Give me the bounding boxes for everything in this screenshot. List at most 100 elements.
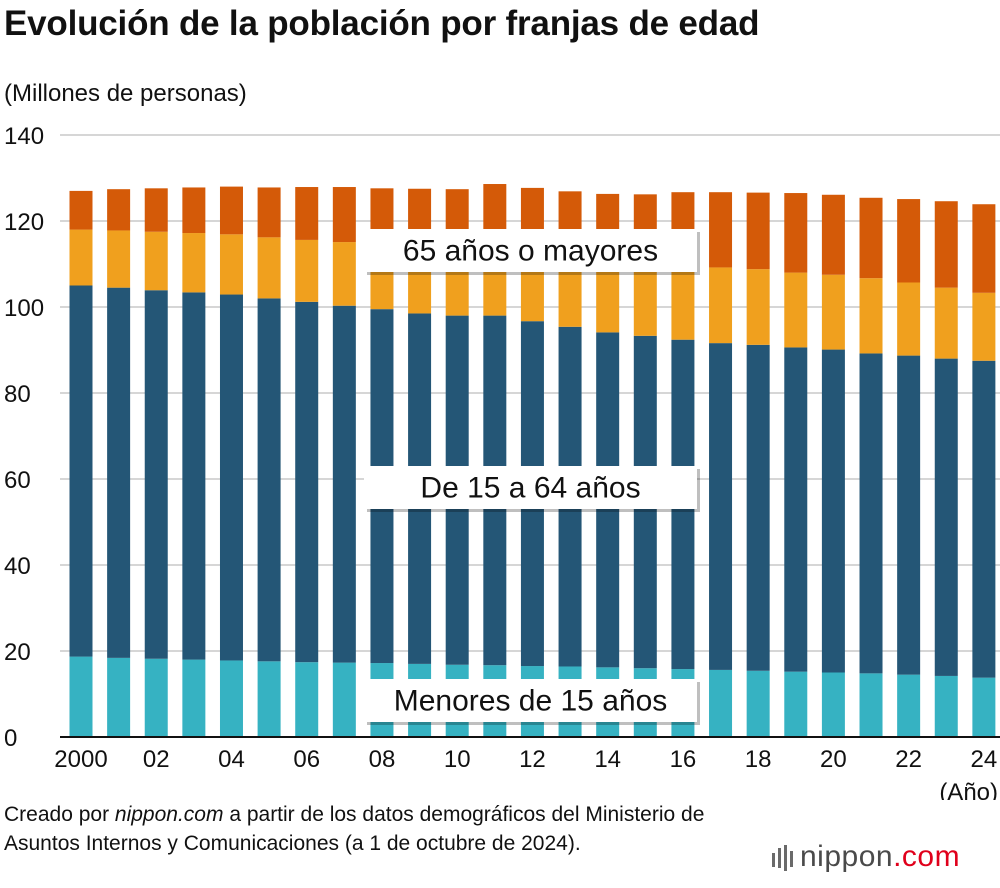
- y-tick-label: 40: [4, 553, 31, 580]
- bar-segment: [558, 258, 582, 327]
- bar-segment: [182, 233, 206, 293]
- bar-segment: [746, 344, 770, 671]
- bar-segment: [633, 264, 657, 336]
- bar-segment: [746, 269, 770, 345]
- x-tick-label: 04: [218, 746, 245, 773]
- bar-segment: [746, 670, 770, 737]
- x-tick-label: 12: [519, 746, 546, 773]
- stacked-bar-chart: 65 años o mayores De 15 a 64 años Menores …: [4, 123, 1000, 800]
- bar-segment: [859, 353, 883, 674]
- bar-segment: [596, 263, 620, 333]
- y-axis-unit-label: (Millones de personas): [4, 80, 247, 107]
- axes: 0 20 40 60 80 100 120 140 2000 02 04 06 08 10 12 14 16 18…: [4, 123, 1000, 800]
- x-tick-label: 18: [745, 746, 772, 773]
- bar-segment: [257, 298, 281, 662]
- bar-segment: [784, 347, 808, 672]
- bar-segment: [784, 193, 808, 273]
- bar-segment: [934, 287, 958, 359]
- brand-name: nippon: [800, 840, 894, 873]
- bar-segment: [144, 290, 168, 659]
- bar-segment: [182, 292, 206, 660]
- annotations: 65 años o mayores De 15 a 64 años Menores …: [364, 229, 700, 725]
- annotation-box: [364, 466, 697, 509]
- bar-segment: [332, 662, 356, 737]
- bar-segment: [107, 657, 131, 737]
- brand-suffix: .com: [893, 840, 961, 873]
- y-tick-label: 140: [4, 123, 44, 150]
- bar-segment: [934, 675, 958, 737]
- x-tick-label: 08: [369, 746, 396, 773]
- bar-segment: [972, 204, 996, 293]
- bar-segment: [897, 674, 921, 737]
- bar-segment: [144, 231, 168, 291]
- x-tick-label: 02: [143, 746, 170, 773]
- y-tick-label: 80: [4, 381, 31, 408]
- x-tick-label: 20: [820, 746, 847, 773]
- source-note: Creado por nippon.com a partir de los da…: [4, 800, 744, 858]
- annotation-label: De 15 a 64 años: [420, 472, 640, 505]
- bar-segment: [295, 239, 319, 302]
- source-site: nippon.com: [114, 803, 224, 826]
- brand-logo: nippon.com: [772, 840, 960, 874]
- x-tick-label: 22: [895, 746, 922, 773]
- x-tick-label: 06: [293, 746, 320, 773]
- bar-segment: [859, 278, 883, 354]
- bar-segment: [182, 659, 206, 737]
- bar-segment: [257, 661, 281, 737]
- x-tick-label: 10: [444, 746, 471, 773]
- bar-segment: [934, 201, 958, 288]
- bar-segment: [257, 187, 281, 238]
- bar-segment: [69, 656, 93, 737]
- annotation-label: Menores de 15 años: [394, 685, 668, 718]
- bar-segment: [257, 237, 281, 299]
- x-tick-label: 16: [670, 746, 697, 773]
- bar-segment: [709, 192, 733, 268]
- bar-segment: [709, 267, 733, 344]
- bar-segment: [897, 355, 921, 675]
- bar-segment: [709, 669, 733, 737]
- y-tick-label: 0: [4, 725, 17, 752]
- bar-segment: [897, 199, 921, 283]
- bar-segment: [784, 671, 808, 737]
- x-tick-label: 24: [971, 746, 998, 773]
- y-tick-label: 20: [4, 639, 31, 666]
- bar-segment: [219, 660, 243, 737]
- bar-segment: [332, 187, 356, 243]
- bar-segment: [671, 265, 695, 340]
- bar-segment: [821, 194, 845, 275]
- bar-segment: [821, 349, 845, 673]
- bar-segment: [972, 677, 996, 737]
- bar-segment: [821, 672, 845, 737]
- bar-segment: [295, 187, 319, 240]
- x-tick-label: 2000: [54, 746, 107, 773]
- y-tick-label: 120: [4, 209, 44, 236]
- bar-segment: [182, 187, 206, 234]
- bar-segment: [219, 186, 243, 235]
- x-tick-label: 14: [594, 746, 621, 773]
- y-tick-label: 60: [4, 467, 31, 494]
- bar-segment: [859, 673, 883, 737]
- bar-segment: [295, 301, 319, 663]
- bar-segment: [934, 358, 958, 676]
- bar-segment: [859, 197, 883, 279]
- annotation-label: 65 años o mayores: [403, 235, 658, 268]
- bar-segment: [107, 189, 131, 231]
- y-tick-label: 100: [4, 295, 44, 322]
- bar-segment: [746, 192, 770, 270]
- bar-segment: [69, 229, 93, 286]
- bar-segment: [219, 294, 243, 661]
- chart-title: Evolución de la población por franjas de…: [4, 4, 760, 43]
- source-suffix: a partir de los datos demográficos del M…: [4, 803, 705, 855]
- bar-segment: [69, 190, 93, 230]
- bar-segment: [821, 274, 845, 350]
- bar-segment: [107, 287, 131, 658]
- bar-segment: [784, 272, 808, 348]
- annotation-box: [364, 229, 697, 272]
- bar-segment: [332, 242, 356, 306]
- x-axis-title: (Año): [939, 779, 998, 800]
- nippon-logo-icon: [772, 845, 793, 872]
- bar-segment: [69, 285, 93, 657]
- bar-segment: [219, 234, 243, 295]
- annotation-box: [364, 679, 697, 722]
- bar-segment: [332, 305, 356, 663]
